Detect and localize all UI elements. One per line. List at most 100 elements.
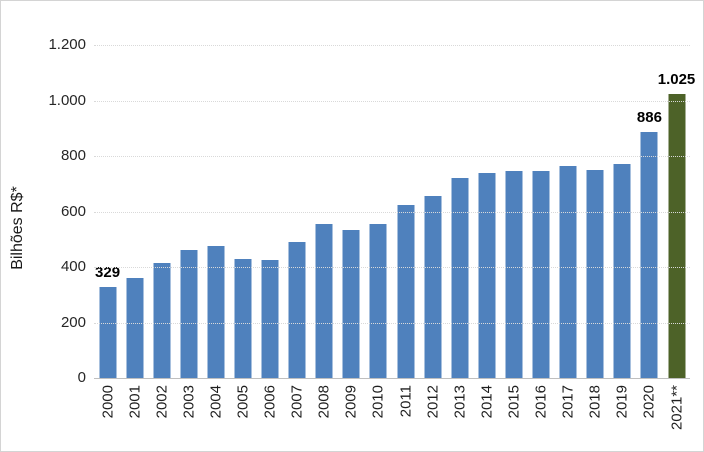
x-slot-2012: 2012: [419, 379, 446, 451]
x-slot-2016: 2016: [528, 379, 555, 451]
x-tick-label: 2012: [424, 385, 442, 419]
x-tick-label: 2002: [153, 385, 171, 419]
bar-slot-2001: [121, 45, 148, 378]
bar-2018: [586, 170, 604, 378]
bar-2012: [424, 196, 442, 378]
gridline: [94, 45, 690, 46]
bar-2001: [126, 278, 144, 378]
x-slot-2013: 2013: [446, 379, 473, 451]
x-slot-2004: 2004: [202, 379, 229, 451]
x-tick-label: 2013: [451, 385, 469, 419]
x-tick-label: 2019: [613, 385, 631, 419]
x-slot-2000: 2000: [94, 379, 121, 451]
data-label-2020: 886: [636, 109, 662, 126]
gridline: [94, 267, 690, 268]
bar-slot-2013: [446, 45, 473, 378]
bar-slot-2002: [148, 45, 175, 378]
x-slot-2008: 2008: [311, 379, 338, 451]
bar-slot-2015: [500, 45, 527, 378]
x-tick-label: 2000: [99, 385, 117, 419]
x-tick-label: 2009: [342, 385, 360, 419]
x-tick-label: 2021**: [668, 385, 686, 431]
bar-slot-2016: [528, 45, 555, 378]
bar-slot-2004: [202, 45, 229, 378]
bar-2010: [369, 224, 387, 378]
bar-2000: [99, 287, 117, 378]
bar-slot-2000: 329: [94, 45, 121, 378]
x-tick-label: 2005: [234, 385, 252, 419]
bar-2006: [261, 260, 279, 378]
x-tick-label: 2001: [126, 385, 144, 419]
y-tick-label: 0: [77, 369, 86, 386]
bar-slot-2010: [365, 45, 392, 378]
bar-2017: [559, 166, 577, 378]
data-label-2021**: 1.025: [657, 71, 696, 88]
bar-slot-2006: [257, 45, 284, 378]
bar-2005: [234, 259, 252, 378]
bars-row: 329 886 1.025: [94, 45, 695, 378]
x-tick-label: 2018: [586, 385, 604, 419]
bar-slot-2007: [284, 45, 311, 378]
x-slot-2001: 2001: [121, 379, 148, 451]
bar-slot-2012: [419, 45, 446, 378]
y-tick-label: 1.000: [48, 91, 86, 109]
bar-slot-2011: [392, 45, 419, 378]
x-slot-2018: 2018: [582, 379, 609, 451]
x-tick-label: 2008: [315, 385, 333, 419]
bar-slot-2018: [582, 45, 609, 378]
bar-slot-2021**: 1.025: [658, 45, 695, 378]
x-slot-2017: 2017: [555, 379, 582, 451]
bar-2019: [613, 164, 631, 378]
x-slot-2006: 2006: [257, 379, 284, 451]
bar-slot-2017: [555, 45, 582, 378]
bar-slot-2019: [609, 45, 636, 378]
plot-area: 329 886 1.025: [94, 45, 695, 379]
bar-2013: [451, 178, 469, 378]
bar-2014: [478, 173, 496, 378]
bar-2011: [397, 205, 415, 378]
x-tick-label: 2007: [288, 385, 306, 419]
bar-2021**: [668, 94, 686, 378]
gridline: [94, 211, 690, 213]
x-slot-2005: 2005: [229, 379, 256, 451]
bar-2004: [207, 246, 225, 378]
x-tick-label: 2016: [532, 385, 550, 419]
bar-2007: [288, 242, 306, 378]
x-tick-label: 2014: [478, 385, 496, 419]
x-slot-2020: 2020: [636, 379, 663, 451]
x-tick-label: 2015: [505, 385, 523, 419]
x-tick-label: 2020: [640, 385, 658, 419]
x-tick-label: 2006: [261, 385, 279, 419]
bar-2002: [153, 263, 171, 378]
bar-2009: [342, 230, 360, 378]
bar-slot-2005: [229, 45, 256, 378]
x-slot-2007: 2007: [284, 379, 311, 451]
bar-2003: [180, 250, 198, 378]
y-tick-label: 200: [60, 313, 86, 331]
x-tick-label: 2011: [397, 385, 415, 418]
bar-slot-2003: [175, 45, 202, 378]
x-slot-2002: 2002: [148, 379, 175, 451]
x-slot-2010: 2010: [365, 379, 392, 451]
bar-2015: [505, 171, 523, 378]
x-tick-label: 2017: [559, 385, 577, 419]
x-slot-2019: 2019: [609, 379, 636, 451]
y-tick-label: 600: [60, 202, 86, 220]
x-tick-label: 2004: [207, 385, 225, 419]
bar-slot-2014: [473, 45, 500, 378]
gridline: [94, 100, 690, 102]
data-label-2000: 329: [95, 264, 121, 281]
y-tick-label: 800: [60, 147, 86, 164]
x-tick-label: 2003: [180, 385, 198, 419]
bar-slot-2020: 886: [636, 45, 663, 378]
bar-2016: [532, 171, 550, 378]
x-slot-2021**: 2021**: [663, 379, 690, 451]
x-tick-label: 2010: [369, 385, 387, 419]
bar-2020: [640, 132, 658, 378]
x-slot-2003: 2003: [175, 379, 202, 451]
gridline: [94, 156, 690, 157]
y-tick-label: 1.200: [48, 36, 86, 53]
x-slot-2014: 2014: [473, 379, 500, 451]
x-slot-2009: 2009: [338, 379, 365, 451]
